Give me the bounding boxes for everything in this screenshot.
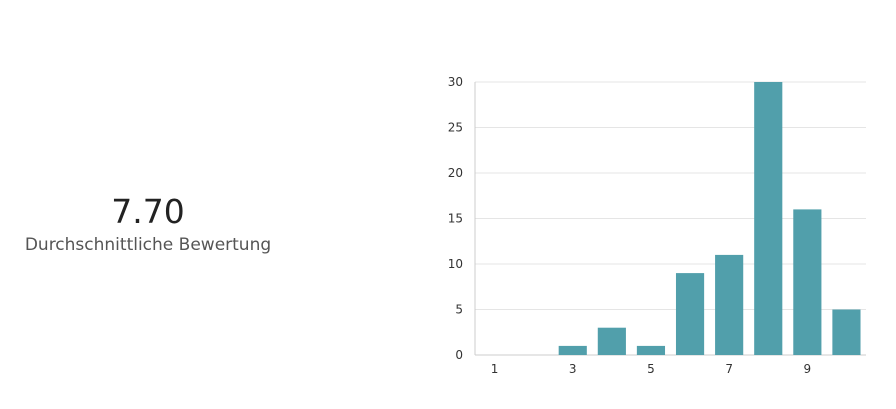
x-tick-label: 1 (491, 362, 499, 376)
bar-rating-10 (832, 309, 861, 355)
average-rating-value: 7.70 (111, 192, 185, 231)
x-tick-label: 5 (647, 362, 655, 376)
y-tick-label: 20 (448, 166, 463, 180)
y-tick-label: 15 (448, 212, 463, 226)
average-rating-summary: 7.70 Durchschnittliche Bewertung (0, 192, 296, 256)
bar-rating-9 (793, 209, 822, 355)
x-tick-label: 9 (804, 362, 812, 376)
y-tick-label: 30 (448, 75, 463, 89)
y-tick-label: 25 (448, 121, 463, 135)
rating-distribution-chart: 0 5 10 15 20 25 30 1 3 5 7 9 (430, 64, 880, 384)
x-tick-label: 7 (725, 362, 733, 376)
bar-rating-4 (597, 327, 626, 355)
bar-rating-5 (636, 345, 666, 355)
y-tick-label: 0 (455, 348, 463, 362)
y-tick-label: 10 (448, 257, 463, 271)
y-tick-label: 5 (455, 303, 463, 317)
bar-rating-6 (675, 273, 705, 355)
bar-rating-3 (558, 345, 587, 355)
bar-rating-7 (715, 254, 744, 355)
bar-rating-8 (754, 82, 783, 355)
x-tick-label: 3 (569, 362, 577, 376)
rating-distribution-svg: 0 5 10 15 20 25 30 1 3 5 7 9 (448, 75, 866, 376)
average-rating-caption: Durchschnittliche Bewertung (24, 235, 272, 255)
